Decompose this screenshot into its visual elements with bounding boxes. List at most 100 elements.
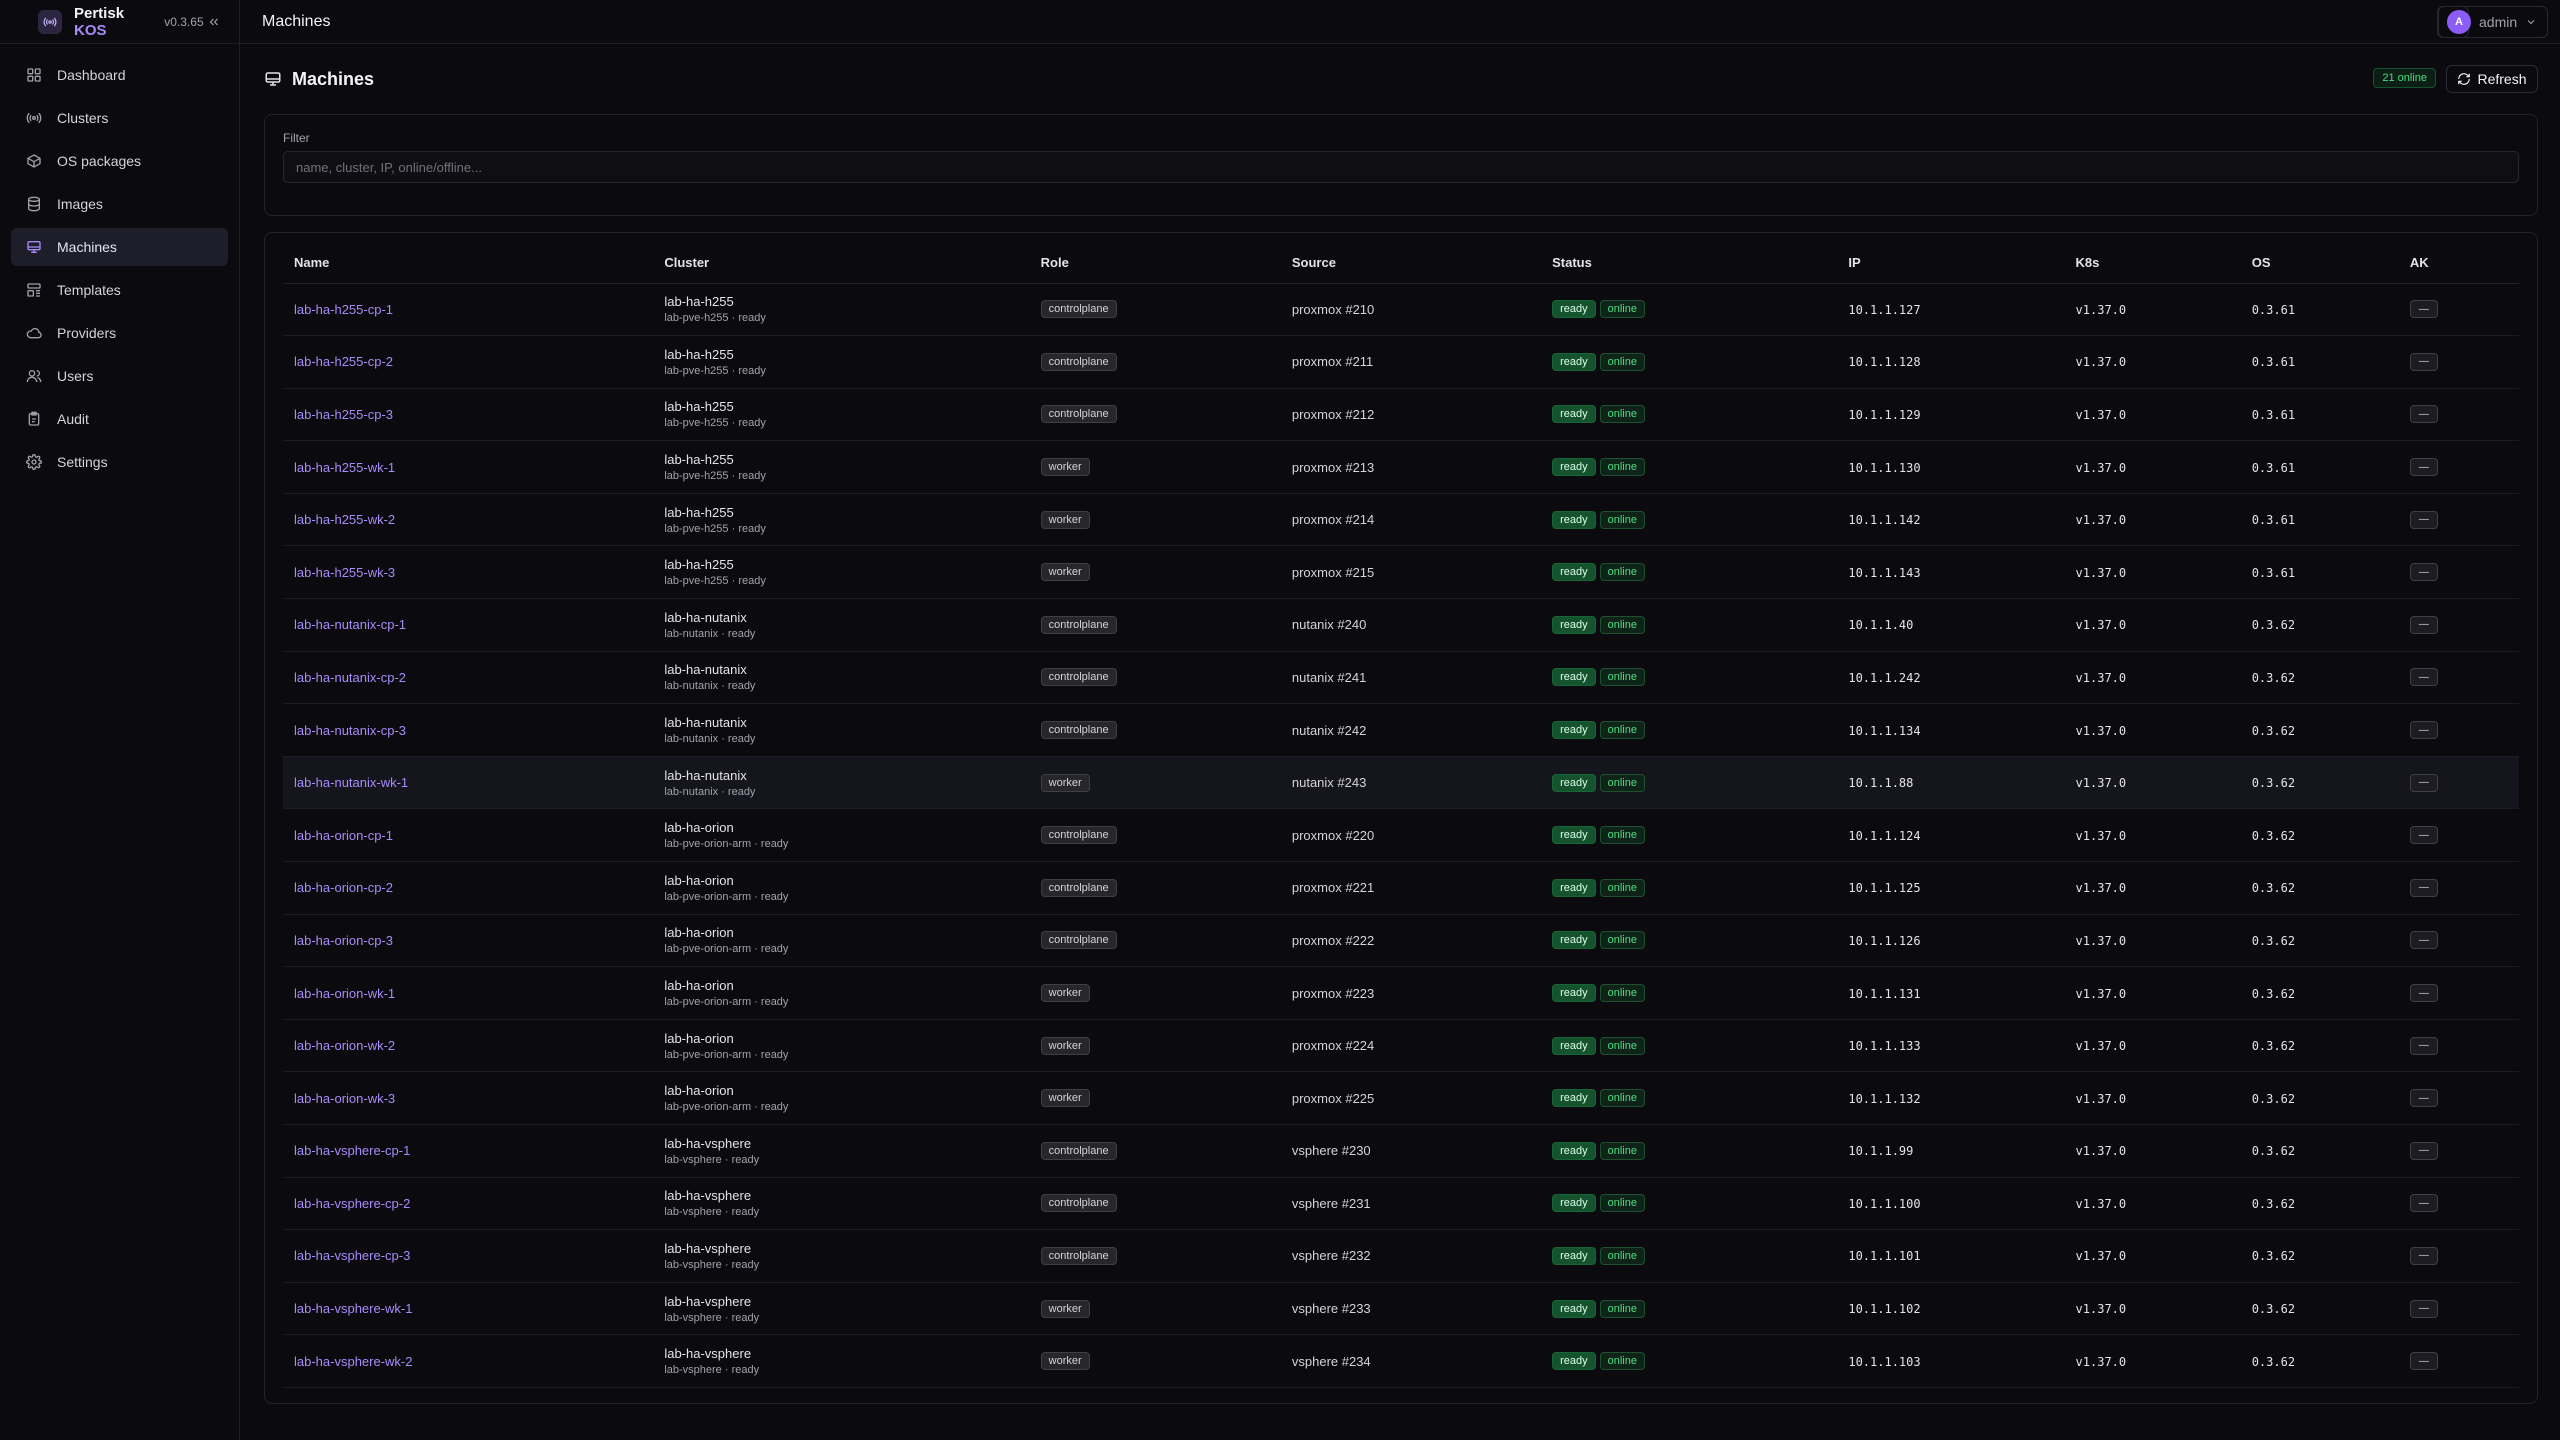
cluster-name: lab-ha-h255 <box>664 557 734 573</box>
table-row[interactable]: lab-ha-orion-wk-3 lab-ha-orion lab-pve-ori… <box>283 1071 2519 1125</box>
ak-button[interactable]: — <box>2409 1141 2438 1160</box>
ak-button[interactable]: — <box>2409 1194 2438 1213</box>
ak-button[interactable]: — <box>2409 1089 2438 1108</box>
sidebar-item-label: Machines <box>57 239 117 255</box>
machine-name-link[interactable]: lab-ha-orion-cp-2 <box>294 880 393 896</box>
cell-source: vsphere #231 <box>1280 1177 1542 1231</box>
ak-button[interactable]: — <box>2409 668 2438 687</box>
ak-button[interactable]: — <box>2409 1036 2438 1055</box>
sidebar-item-audit[interactable]: Audit <box>11 400 228 438</box>
table-row[interactable]: lab-ha-orion-wk-1 lab-ha-orion lab-pve-ori… <box>283 966 2519 1020</box>
collapse-sidebar-button[interactable] <box>204 11 225 33</box>
cell-os: 0.3.62 <box>2240 703 2399 757</box>
machine-name-link[interactable]: lab-ha-vsphere-cp-1 <box>294 1143 411 1159</box>
ak-button[interactable]: — <box>2409 931 2438 950</box>
machine-name-link[interactable]: lab-ha-vsphere-wk-2 <box>294 1353 413 1369</box>
table-row[interactable]: lab-ha-h255-cp-2 lab-ha-h255 lab-pve-h255 … <box>283 335 2519 389</box>
machine-name-link[interactable]: lab-ha-orion-wk-1 <box>294 985 396 1001</box>
user-menu-button[interactable]: A admin <box>2438 6 2548 38</box>
machine-name-link[interactable]: lab-ha-h255-cp-1 <box>294 301 394 317</box>
ip-text: 10.1.1.124 <box>1848 828 1921 843</box>
ak-button[interactable]: — <box>2409 984 2438 1003</box>
table-row[interactable]: lab-ha-vsphere-wk-2 lab-ha-vsphere lab-vsp… <box>283 1334 2519 1388</box>
table-row[interactable]: lab-ha-h255-wk-1 lab-ha-h255 lab-pve-h255 … <box>283 440 2519 494</box>
machine-name-link[interactable]: lab-ha-orion-wk-3 <box>294 1090 396 1106</box>
sidebar-item-templates[interactable]: Templates <box>11 271 228 309</box>
machine-name-link[interactable]: lab-ha-nutanix-cp-2 <box>294 669 407 685</box>
machine-name-link[interactable]: lab-ha-vsphere-wk-1 <box>294 1301 413 1317</box>
ak-button[interactable]: — <box>2409 458 2438 477</box>
cell-os: 0.3.62 <box>2240 1071 2399 1125</box>
sidebar-item-users[interactable]: Users <box>11 357 228 395</box>
machine-name-link[interactable]: lab-ha-h255-wk-3 <box>294 564 396 580</box>
ak-button[interactable]: — <box>2409 300 2438 319</box>
cell-role: controlplane <box>1029 651 1281 705</box>
table-row[interactable]: lab-ha-nutanix-cp-3 lab-ha-nutanix lab-nut… <box>283 703 2519 757</box>
table-row[interactable]: lab-ha-vsphere-cp-1 lab-ha-vsphere lab-vsp… <box>283 1124 2519 1178</box>
role-badge: controlplane <box>1040 615 1117 634</box>
ak-button[interactable]: — <box>2409 405 2438 424</box>
table-row[interactable]: lab-ha-orion-cp-2 lab-ha-orion lab-pve-ori… <box>283 861 2519 915</box>
source-text: vsphere #234 <box>1291 1353 1371 1369</box>
table-row[interactable]: lab-ha-orion-cp-3 lab-ha-orion lab-pve-ori… <box>283 914 2519 968</box>
table-row[interactable]: lab-ha-vsphere-wk-1 lab-ha-vsphere lab-vsp… <box>283 1282 2519 1336</box>
table-row[interactable]: lab-ha-vsphere-cp-3 lab-ha-vsphere lab-vsp… <box>283 1229 2519 1283</box>
cell-name: lab-ha-h255-cp-1 <box>283 283 654 337</box>
table-row[interactable]: lab-ha-h255-wk-2 lab-ha-h255 lab-pve-h255 … <box>283 493 2519 547</box>
ak-button[interactable]: — <box>2409 1352 2438 1371</box>
sidebar-item-images[interactable]: Images <box>11 185 228 223</box>
table-row[interactable]: lab-ha-vsphere-cp-2 lab-ha-vsphere lab-vsp… <box>283 1177 2519 1231</box>
ak-button[interactable]: — <box>2409 878 2438 897</box>
machine-name-link[interactable]: lab-ha-vsphere-cp-2 <box>294 1195 411 1211</box>
table-row[interactable]: lab-ha-nutanix-cp-2 lab-ha-nutanix lab-nut… <box>283 651 2519 705</box>
machine-name-link[interactable]: lab-ha-vsphere-cp-3 <box>294 1248 411 1264</box>
machine-name-link[interactable]: lab-ha-nutanix-cp-1 <box>294 617 407 633</box>
sidebar-item-settings[interactable]: Settings <box>11 443 228 481</box>
cell-role: worker <box>1029 1071 1281 1125</box>
table-row[interactable]: lab-ha-h255-cp-3 lab-ha-h255 lab-pve-h255 … <box>283 388 2519 442</box>
ak-button[interactable]: — <box>2409 826 2438 845</box>
cell-ip: 10.1.1.88 <box>1837 756 2065 810</box>
filter-input[interactable] <box>283 151 2519 183</box>
machine-name-link[interactable]: lab-ha-h255-cp-2 <box>294 354 394 370</box>
ak-button[interactable]: — <box>2409 352 2438 371</box>
machine-name-link[interactable]: lab-ha-orion-cp-1 <box>294 827 393 843</box>
sidebar-item-providers[interactable]: Providers <box>11 314 228 352</box>
table-row[interactable]: lab-ha-nutanix-cp-1 lab-ha-nutanix lab-nut… <box>283 598 2519 652</box>
ak-button[interactable]: — <box>2409 773 2438 792</box>
machine-name-link[interactable]: lab-ha-nutanix-cp-3 <box>294 722 407 738</box>
cluster-name: lab-ha-vsphere <box>664 1240 752 1256</box>
sidebar-item-dashboard[interactable]: Dashboard <box>11 56 228 94</box>
machine-name-link[interactable]: lab-ha-nutanix-wk-1 <box>294 775 409 791</box>
machine-name-link[interactable]: lab-ha-orion-cp-3 <box>294 932 393 948</box>
table-row[interactable]: lab-ha-h255-cp-1 lab-ha-h255 lab-pve-h255 … <box>283 283 2519 337</box>
machine-name-link[interactable]: lab-ha-orion-wk-2 <box>294 1038 396 1054</box>
machine-name-link[interactable]: lab-ha-h255-wk-2 <box>294 512 396 528</box>
cell-ak: — <box>2398 861 2519 915</box>
column-header-source: Source <box>1280 243 1542 284</box>
cell-name: lab-ha-nutanix-cp-1 <box>283 598 654 652</box>
os-version: 0.3.62 <box>2251 1354 2296 1369</box>
cell-name: lab-ha-h255-cp-2 <box>283 335 654 389</box>
k8s-version: v1.37.0 <box>2075 881 2127 896</box>
sidebar-item-machines[interactable]: Machines <box>11 228 228 266</box>
brand-header: Pertisk KOS v0.3.65 <box>0 0 239 44</box>
table-row[interactable]: lab-ha-h255-wk-3 lab-ha-h255 lab-pve-h255 … <box>283 545 2519 600</box>
machine-name-link[interactable]: lab-ha-h255-cp-3 <box>294 406 394 422</box>
status-ready-badge: ready <box>1552 1036 1596 1055</box>
refresh-button[interactable]: Refresh <box>2446 65 2538 93</box>
table-row[interactable]: lab-ha-orion-cp-1 lab-ha-orion lab-pve-ori… <box>283 808 2519 863</box>
ak-button[interactable]: — <box>2409 510 2438 529</box>
cell-role: worker <box>1029 440 1281 494</box>
ak-button[interactable]: — <box>2409 615 2438 634</box>
machine-name-link[interactable]: lab-ha-h255-wk-1 <box>294 459 396 475</box>
table-row[interactable]: lab-ha-orion-wk-2 lab-ha-orion lab-pve-ori… <box>283 1019 2519 1073</box>
sidebar-item-os-packages[interactable]: OS packages <box>11 142 228 180</box>
ak-button[interactable]: — <box>2409 1246 2438 1265</box>
ak-button[interactable]: — <box>2409 563 2438 582</box>
cell-source: proxmox #221 <box>1280 861 1542 915</box>
sidebar-item-clusters[interactable]: Clusters <box>11 99 228 137</box>
ak-button[interactable]: — <box>2409 1299 2438 1318</box>
table-row[interactable]: lab-ha-nutanix-wk-1 lab-ha-nutanix lab-nut… <box>283 756 2519 810</box>
ak-button[interactable]: — <box>2409 721 2438 740</box>
